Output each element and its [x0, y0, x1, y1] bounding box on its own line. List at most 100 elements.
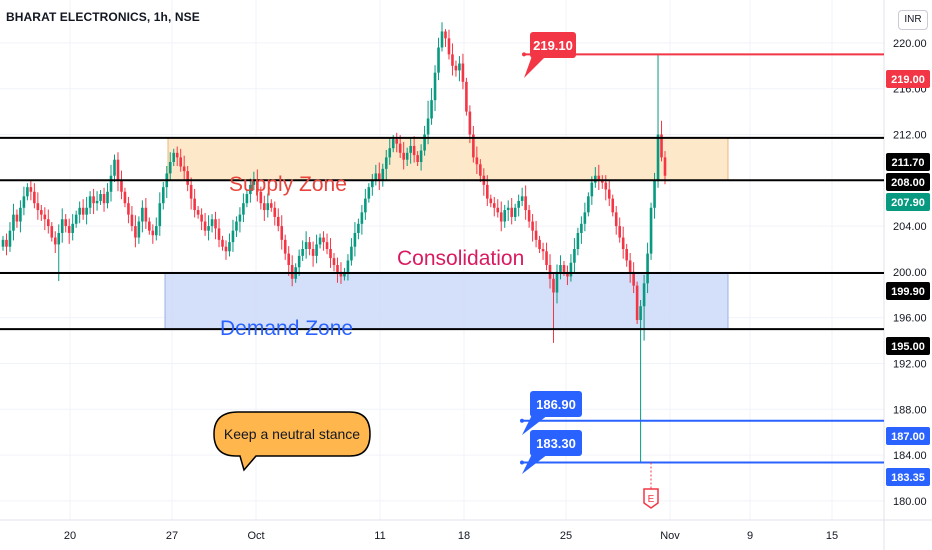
candle-body: [653, 180, 656, 208]
candle-body: [412, 145, 416, 156]
target-low-badge-1-box: [530, 391, 582, 417]
price-tag-text: 199.90: [891, 286, 925, 298]
target-high-badge[interactable]: 219.10: [524, 32, 576, 78]
candle-body: [78, 207, 81, 215]
candle-body: [371, 180, 374, 188]
candle-body: [367, 187, 371, 199]
candle-body: [541, 249, 545, 252]
price-tag-text: 219.00: [891, 74, 925, 86]
candle-body: [238, 214, 242, 222]
price-tag[interactable]: 195.00: [886, 337, 930, 355]
price-tag[interactable]: 207.90: [886, 193, 930, 211]
price-tick-label: 196.00: [893, 313, 927, 325]
candle-body: [625, 249, 628, 261]
candle-body: [33, 191, 36, 204]
candle-body: [346, 260, 350, 272]
neutral-stance-bubble: [213, 411, 371, 472]
price-tag-box: [886, 153, 930, 171]
time-tick-label: 9: [747, 530, 753, 542]
candle-body: [85, 207, 88, 215]
price-tag-text: 195.00: [891, 341, 925, 353]
candle-body: [88, 196, 92, 208]
price-tag[interactable]: 187.00: [886, 427, 930, 445]
candle-body: [384, 157, 388, 169]
candle-body: [374, 173, 378, 181]
candle-body: [461, 63, 465, 82]
candle-body: [19, 207, 22, 222]
candle-body: [332, 258, 336, 266]
price-tag-text: 207.90: [891, 197, 925, 209]
price-tag[interactable]: 211.70: [886, 153, 930, 171]
target-low-badge-1[interactable]: 186.90: [522, 391, 582, 435]
candle-body: [635, 285, 639, 320]
price-tag-box: [886, 468, 930, 486]
price-axis: 180.00 184.00 188.00 192.00 196.00 200.00 204.…: [886, 38, 930, 508]
neutral-stance-text: Keep a neutral stance: [224, 426, 360, 442]
price-tag[interactable]: 208.00: [886, 173, 930, 191]
candle-body: [538, 239, 541, 249]
candle-body: [318, 237, 322, 245]
candle-body: [26, 187, 29, 197]
target-high-anchor: [522, 52, 526, 57]
candle-body: [573, 249, 576, 263]
price-tick-label: 204.00: [893, 221, 927, 233]
supply-zone-label: Supply Zone: [229, 173, 347, 196]
candle-body: [360, 212, 364, 224]
currency-button[interactable]: INR: [898, 10, 928, 30]
price-tick-label: 184.00: [893, 450, 927, 462]
candle-body: [186, 171, 189, 185]
candle-body: [423, 134, 426, 151]
candle-body: [53, 237, 57, 245]
candle-body: [81, 207, 85, 215]
price-tag-text: 211.70: [891, 157, 924, 169]
candle-body: [430, 100, 433, 119]
candle-body: [419, 150, 423, 162]
price-tag-box: [886, 173, 930, 191]
target-low-badge-2[interactable]: 183.30: [522, 430, 582, 474]
neutral-stance-callout[interactable]: Keep a neutral stance: [213, 411, 371, 472]
candle-body: [520, 196, 524, 201]
candle-body: [196, 210, 200, 215]
candle-body: [618, 226, 622, 238]
time-tick-label: Oct: [247, 530, 264, 542]
candle-body: [249, 184, 252, 195]
candle-body: [113, 159, 116, 176]
price-tag[interactable]: 183.35: [886, 468, 930, 486]
candle-body: [447, 38, 451, 55]
price-tag[interactable]: 219.00: [886, 70, 930, 88]
candle-body: [454, 65, 458, 71]
price-tag[interactable]: 199.90: [886, 282, 930, 300]
price-tick-label: 220.00: [893, 38, 927, 50]
candle-body: [71, 223, 74, 233]
level-lines-layer: [0, 136, 884, 331]
demand-zone-label: Demand Zone: [220, 317, 353, 340]
candle-body: [266, 203, 270, 211]
candle-body: [203, 221, 207, 231]
candle-body: [492, 203, 496, 208]
candle-body: [587, 196, 590, 213]
earnings-marker[interactable]: E: [643, 462, 659, 509]
price-tag-text: 187.00: [891, 431, 925, 443]
candle-body: [562, 265, 566, 272]
candle-body: [527, 210, 531, 222]
candle-body: [106, 191, 109, 204]
candle-body: [207, 226, 210, 231]
candle-body: [221, 239, 224, 247]
candle-body: [155, 226, 158, 236]
candle-body: [134, 226, 137, 238]
candle-body: [475, 157, 479, 165]
candle-body: [235, 221, 238, 231]
candle-body: [217, 228, 221, 240]
zones-layer: [164, 137, 729, 330]
price-tag-text: 183.35: [891, 472, 925, 484]
candle-body: [280, 226, 284, 240]
candle-body: [513, 207, 517, 217]
price-tick-label: 188.00: [893, 404, 927, 416]
price-tag-box: [886, 427, 930, 445]
candle-body: [590, 182, 594, 197]
candle-body: [120, 180, 123, 192]
candle-body: [15, 214, 19, 222]
projection-lines-layer: [520, 52, 884, 465]
candle-body: [256, 180, 259, 192]
